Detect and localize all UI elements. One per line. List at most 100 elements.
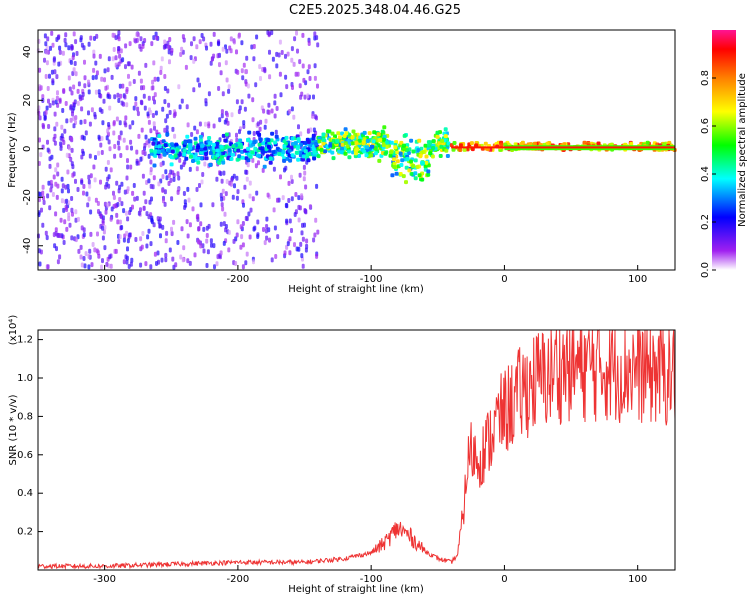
- x-tick-label: 100: [628, 274, 647, 285]
- spectrogram-cell: [235, 99, 239, 105]
- spectrogram-cell: [298, 83, 302, 89]
- spectrogram-cell: [198, 138, 203, 143]
- snr-x-label: Height of straight line (km): [288, 584, 424, 595]
- spectrogram-cell: [388, 153, 393, 158]
- spectrogram-cell: [182, 191, 186, 196]
- spectrogram-cell: [259, 119, 263, 125]
- spectrogram-cell: [312, 156, 317, 161]
- spectrogram-cell: [163, 99, 167, 105]
- spectrogram-cell: [195, 187, 199, 192]
- spectrogram-cell: [302, 176, 306, 182]
- spectrogram-cell: [99, 213, 103, 219]
- spectrogram-cell: [279, 92, 283, 98]
- spectrogram-cell: [413, 158, 418, 163]
- spectrogram-cell: [50, 69, 54, 75]
- spectrogram-cell: [163, 143, 168, 148]
- spectrogram-cell: [158, 223, 162, 229]
- spectrogram-cell: [221, 46, 225, 52]
- spectrogram-cell: [264, 118, 268, 124]
- spectrogram-cell: [231, 144, 236, 149]
- spectrogram-cell: [351, 129, 356, 134]
- spectrogram-cell: [126, 246, 129, 252]
- spectrogram-cell: [288, 158, 293, 163]
- spectrogram-cell: [63, 219, 67, 225]
- spectrogram-cell: [58, 97, 62, 103]
- spectrogram-cell: [127, 234, 131, 240]
- snr-x-ticks: -300 -200 -100 0 100: [93, 565, 647, 585]
- spectrogram-cell: [46, 139, 49, 145]
- spectrogram-cell: [220, 113, 224, 119]
- spectrogram-cell: [395, 150, 400, 155]
- spectrogram-cell: [316, 83, 319, 89]
- spectrogram-cell: [149, 183, 153, 189]
- x-tick-label: -200: [227, 274, 250, 285]
- spectrogram-cell: [166, 88, 170, 94]
- spectrogram-cell: [629, 141, 634, 146]
- spectrogram-cell: [70, 90, 74, 96]
- spectrogram-cell: [285, 84, 289, 90]
- spectrogram-cell: [55, 74, 59, 80]
- spectrogram-cell: [117, 46, 121, 51]
- spectrogram-cell: [290, 106, 294, 112]
- spectrogram-cell: [179, 52, 183, 57]
- spectrogram-cell: [93, 36, 96, 41]
- spectrogram-cell: [426, 169, 431, 174]
- spectrogram-cell: [307, 128, 310, 134]
- spectrogram-cell: [170, 47, 174, 53]
- spectrogram-y-ticks: -40 -20 0 20 40: [22, 45, 43, 254]
- spectrogram-cell: [50, 154, 54, 160]
- spectrogram-cell: [60, 188, 64, 194]
- spectrogram-cell: [282, 144, 287, 149]
- spectrogram-cell: [186, 186, 190, 192]
- spectrogram-cell: [369, 153, 374, 158]
- spectrogram-cell: [224, 132, 229, 137]
- spectrogram-cell: [400, 158, 405, 163]
- spectrogram-cell: [217, 41, 221, 47]
- spectrogram-cell: [89, 231, 93, 237]
- spectrogram-cell: [90, 262, 94, 268]
- spectrogram-cell: [241, 221, 245, 226]
- spectrogram-cell: [107, 139, 111, 145]
- spectrogram-cell: [124, 115, 128, 121]
- spectrogram-cell: [176, 189, 180, 195]
- spectrogram-cell: [139, 99, 143, 105]
- spectrogram-cell: [132, 183, 136, 188]
- spectrogram-cell: [171, 126, 175, 132]
- spectrogram-cell: [175, 148, 180, 153]
- spectrogram-cell: [288, 218, 292, 224]
- spectrogram-cell: [180, 98, 184, 104]
- spectrogram-cell: [156, 250, 160, 256]
- spectrogram-cell: [55, 121, 59, 127]
- spectrogram-cell: [106, 176, 110, 182]
- spectrogram-cell: [294, 192, 298, 197]
- spectrogram-cell: [84, 251, 88, 257]
- spectrogram-cell: [362, 130, 367, 135]
- spectrogram-cell: [178, 104, 182, 110]
- spectrogram-cell: [241, 75, 245, 81]
- spectrogram-cell: [245, 176, 249, 182]
- spectrogram-cell: [65, 226, 69, 232]
- spectrogram-cell: [79, 244, 83, 250]
- spectrogram-cell: [293, 242, 296, 248]
- spectrogram-cell: [263, 240, 267, 246]
- spectrogram-cell: [91, 75, 95, 81]
- spectrogram-cell: [277, 52, 281, 58]
- spectrogram-cell: [119, 93, 123, 99]
- spectrogram-cell: [172, 219, 176, 225]
- spectrogram-cell: [223, 138, 228, 143]
- spectrogram-cell: [267, 31, 271, 37]
- spectrogram-cell: [328, 143, 333, 148]
- spectrogram-cell: [46, 36, 50, 42]
- spectrogram-cell: [139, 78, 143, 84]
- spectrogram-cell: [94, 74, 98, 80]
- spectrogram-cell: [56, 171, 60, 177]
- x-tick-label: -100: [360, 274, 383, 285]
- spectrogram-cell: [290, 46, 294, 52]
- spectrogram-cell: [132, 105, 136, 111]
- spectrogram-cell: [114, 248, 118, 254]
- spectrogram-cell: [376, 132, 381, 137]
- spectrogram-cell: [209, 238, 213, 244]
- spectrogram-cell: [499, 142, 504, 147]
- spectrogram-cell: [394, 171, 399, 176]
